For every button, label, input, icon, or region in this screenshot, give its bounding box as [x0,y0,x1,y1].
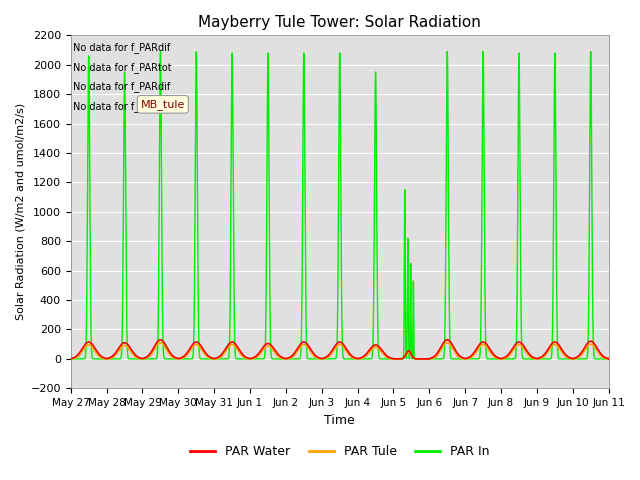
Text: No data for f_PARtot: No data for f_PARtot [74,101,172,111]
Text: No data for f_PARtot: No data for f_PARtot [74,62,172,72]
Y-axis label: Solar Radiation (W/m2 and umol/m2/s): Solar Radiation (W/m2 and umol/m2/s) [15,103,25,320]
Legend: PAR Water, PAR Tule, PAR In: PAR Water, PAR Tule, PAR In [184,441,495,464]
X-axis label: Time: Time [324,414,355,427]
Text: MB_tule: MB_tule [141,99,185,110]
Text: No data for f_PARdif: No data for f_PARdif [74,42,171,53]
Title: Mayberry Tule Tower: Solar Radiation: Mayberry Tule Tower: Solar Radiation [198,15,481,30]
Text: No data for f_PARdif: No data for f_PARdif [74,81,171,92]
